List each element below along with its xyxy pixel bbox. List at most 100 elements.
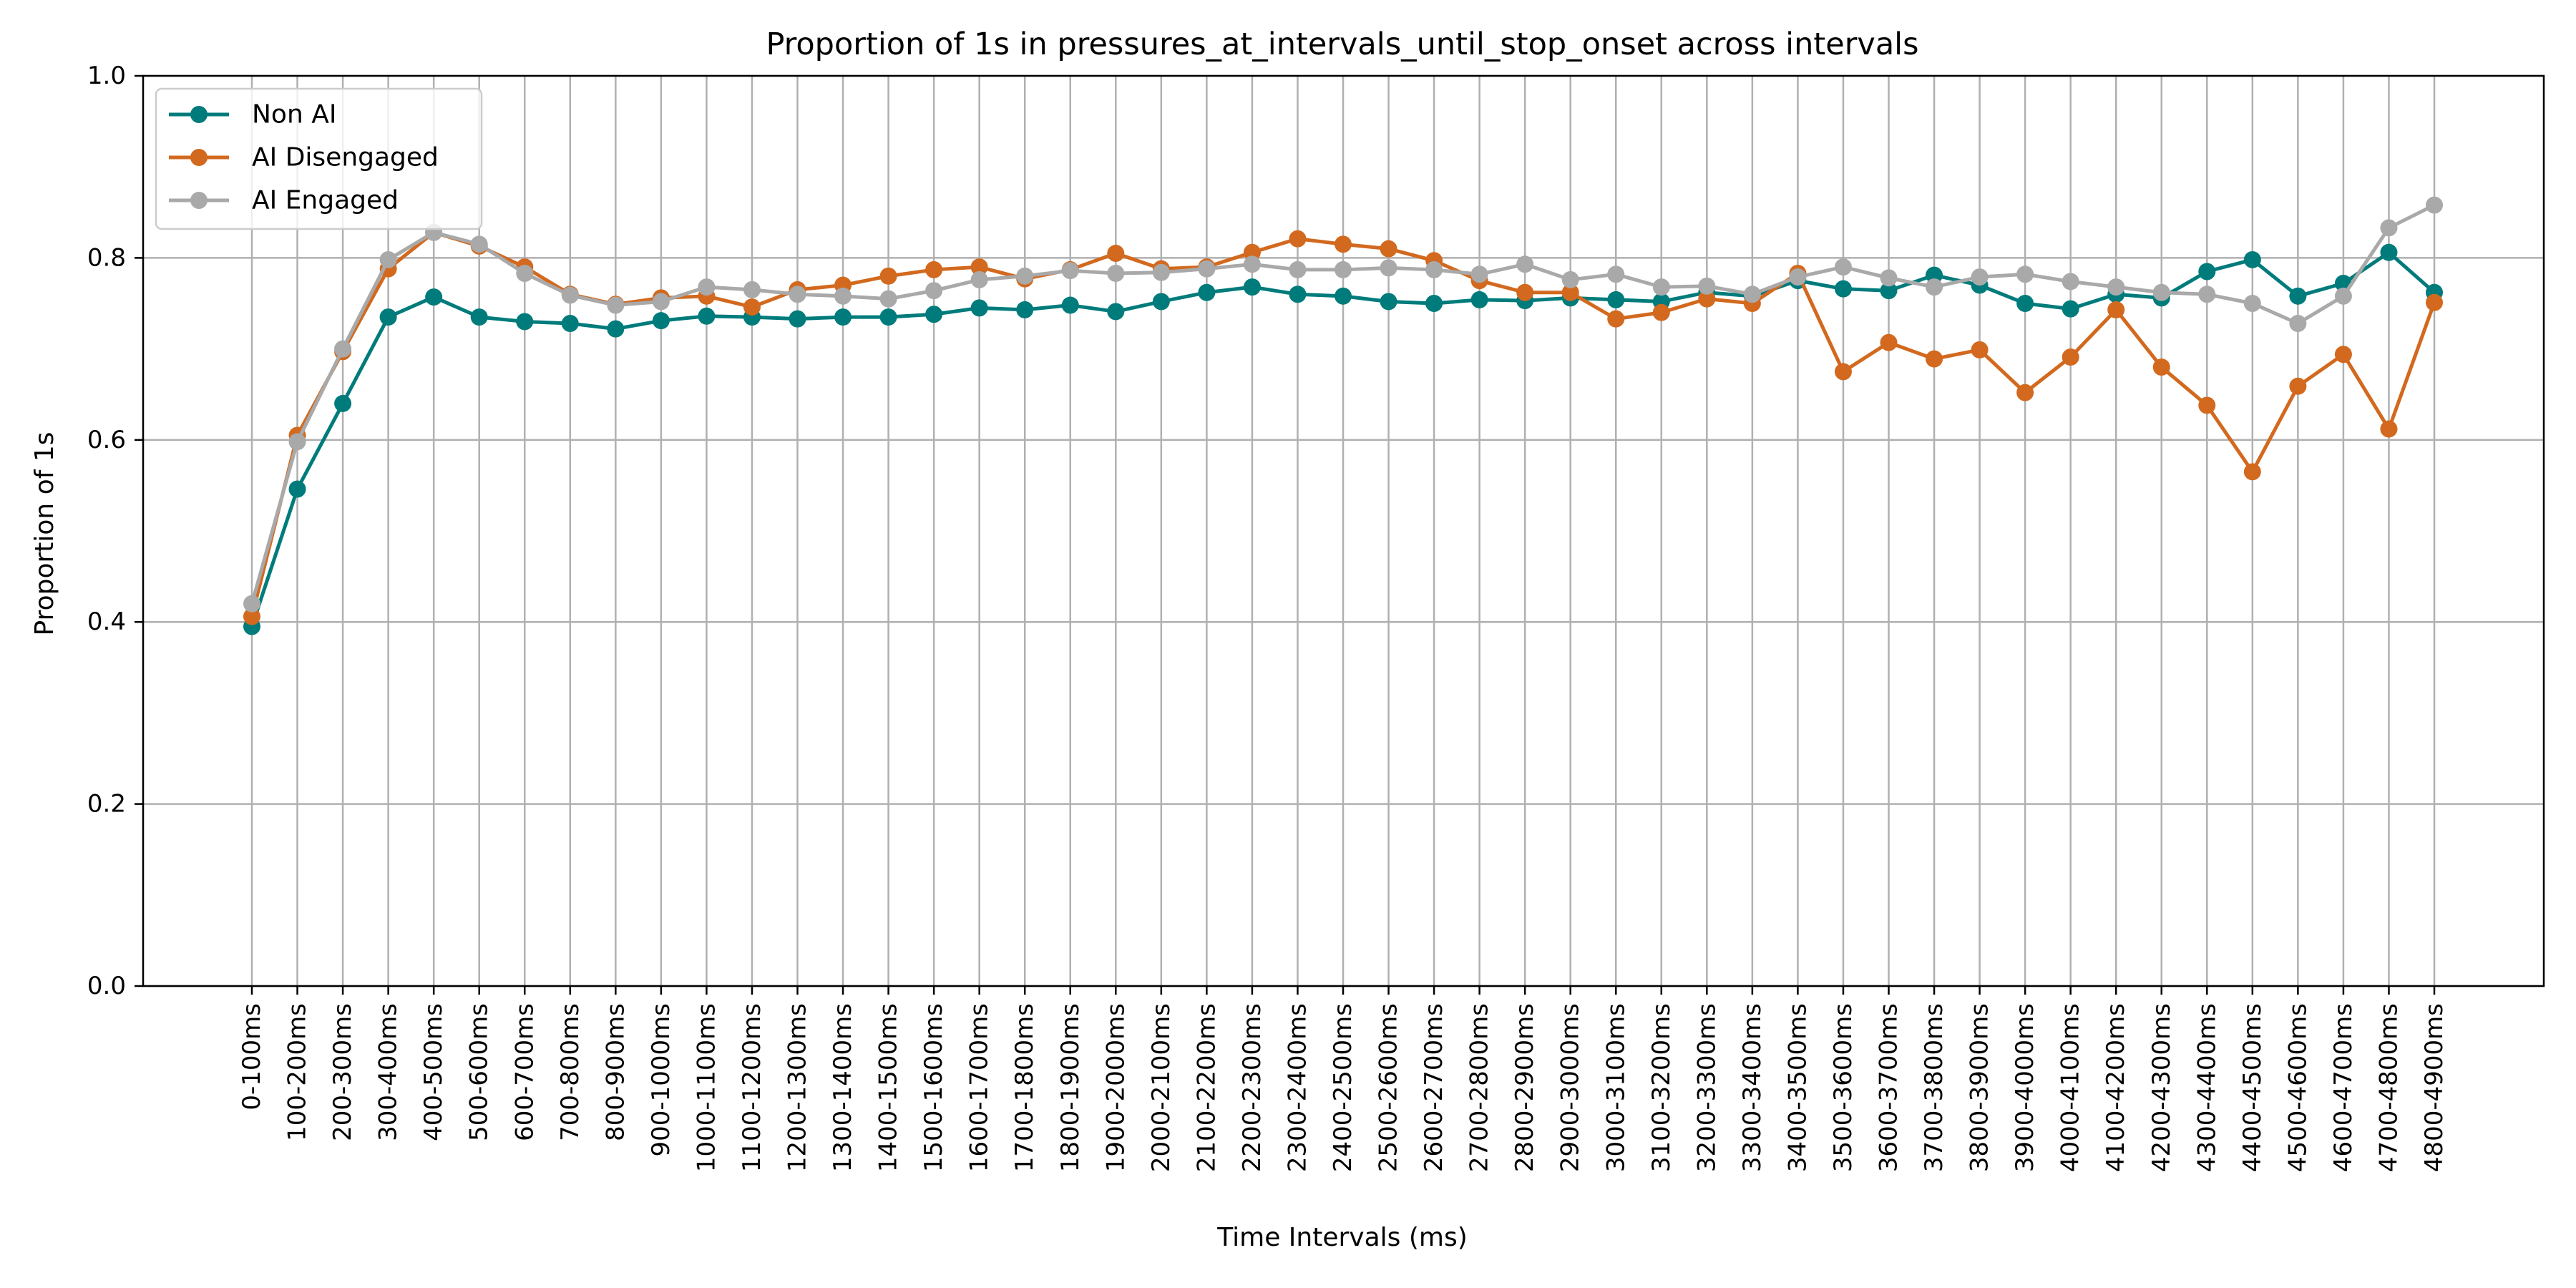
y-tick-label: 0.6 <box>87 426 126 454</box>
x-tick-label: 3200-3300ms <box>1692 1003 1721 1172</box>
x-tick-label: 2000-2100ms <box>1147 1003 1176 1172</box>
x-tick-label: 2100-2200ms <box>1192 1003 1221 1172</box>
data-point <box>1107 265 1125 283</box>
data-point <box>879 267 897 285</box>
data-point <box>1243 255 1261 273</box>
legend-marker <box>190 192 208 209</box>
data-point <box>2107 278 2125 296</box>
y-tick-label: 0.8 <box>87 243 126 272</box>
data-point <box>2380 219 2398 237</box>
legend-label: AI Engaged <box>252 186 399 215</box>
data-point <box>2152 283 2170 301</box>
legend-item: AI Engaged <box>169 186 399 215</box>
axis-ticks: 0-100ms 100-200ms 200-300ms 300-400ms 400-50… <box>87 62 2449 1172</box>
data-point <box>925 282 943 300</box>
data-point <box>1152 263 1170 281</box>
data-point <box>789 310 806 328</box>
data-point <box>1561 270 1579 288</box>
y-tick-label: 0.2 <box>87 790 126 819</box>
data-point <box>470 235 488 253</box>
data-point <box>879 290 897 308</box>
data-point <box>2016 295 2034 312</box>
data-point <box>743 298 761 316</box>
data-point <box>925 306 943 323</box>
x-tick-label: 100-200ms <box>283 1003 312 1141</box>
data-point <box>2243 463 2261 481</box>
data-point <box>1107 303 1125 321</box>
x-tick-label: 500-600ms <box>465 1003 494 1141</box>
x-tick-label: 0-100ms <box>238 1003 266 1111</box>
data-point <box>1061 296 1079 314</box>
x-tick-label: 4200-4300ms <box>2147 1003 2176 1172</box>
data-point <box>1198 260 1216 278</box>
x-tick-label: 1100-1200ms <box>738 1003 766 1172</box>
data-point <box>1834 280 1852 298</box>
data-point <box>379 308 397 326</box>
x-tick-label: 4700-4800ms <box>2374 1003 2403 1172</box>
data-point <box>1789 268 1807 286</box>
legend-label: AI Disengaged <box>252 143 439 172</box>
x-tick-label: 3600-3700ms <box>1875 1003 1903 1172</box>
data-point <box>1335 235 1352 253</box>
data-point <box>1380 240 1397 258</box>
legend-item: AI Disengaged <box>169 143 439 172</box>
data-point <box>1834 363 1852 381</box>
data-point <box>652 293 670 311</box>
data-point <box>1971 268 1989 286</box>
data-point <box>834 308 852 326</box>
data-point <box>1425 260 1443 278</box>
data-point <box>1380 293 1397 311</box>
data-point <box>2289 287 2307 305</box>
legend-box <box>155 87 483 230</box>
data-point <box>1516 283 1534 301</box>
x-tick-label: 2400-2500ms <box>1329 1003 1357 1172</box>
data-point <box>1880 269 1898 287</box>
data-point <box>698 307 716 325</box>
x-tick-label: 1700-1800ms <box>1010 1003 1039 1172</box>
x-tick-label: 4400-4500ms <box>2238 1003 2267 1172</box>
x-tick-label: 4000-4100ms <box>2057 1003 2085 1172</box>
data-point <box>1289 260 1307 278</box>
data-point <box>879 308 897 326</box>
data-point <box>970 270 988 288</box>
x-axis-label: Time Intervals (ms) <box>1216 1223 1468 1252</box>
data-point <box>516 313 534 331</box>
data-point <box>1698 277 1716 295</box>
data-point <box>925 260 943 278</box>
data-point <box>834 287 852 305</box>
data-point <box>1243 278 1261 296</box>
data-point <box>1425 295 1443 312</box>
legend: Non AI AI Disengaged AI Engaged <box>155 87 483 230</box>
data-point <box>1016 267 1034 285</box>
y-tick-label: 1.0 <box>87 62 126 90</box>
data-point <box>2334 346 2352 364</box>
data-point <box>2062 273 2079 291</box>
x-tick-label: 2300-2400ms <box>1283 1003 1312 1172</box>
data-point <box>2380 420 2398 438</box>
data-point <box>1652 278 1670 296</box>
x-tick-label: 1400-1500ms <box>874 1003 903 1172</box>
data-point <box>698 278 716 296</box>
x-tick-label: 4500-4600ms <box>2283 1003 2312 1172</box>
data-point <box>288 433 306 451</box>
data-point <box>1016 301 1034 318</box>
data-point <box>2107 301 2125 318</box>
data-point <box>2243 250 2261 268</box>
data-point <box>2426 293 2443 311</box>
data-point <box>652 312 670 330</box>
data-point <box>1834 258 1852 276</box>
data-point <box>2289 377 2307 395</box>
x-tick-label: 2500-2600ms <box>1375 1003 1403 1172</box>
legend-marker <box>190 106 208 123</box>
x-tick-label: 4300-4400ms <box>2192 1003 2221 1172</box>
data-point <box>1061 262 1079 280</box>
data-point <box>2152 358 2170 376</box>
x-tick-label: 3900-4000ms <box>2011 1003 2039 1172</box>
data-point <box>970 258 988 276</box>
x-tick-label: 3800-3900ms <box>1966 1003 1994 1172</box>
data-point <box>334 394 352 412</box>
data-point <box>1470 265 1488 283</box>
data-point <box>1516 255 1534 273</box>
data-point <box>1243 243 1261 261</box>
